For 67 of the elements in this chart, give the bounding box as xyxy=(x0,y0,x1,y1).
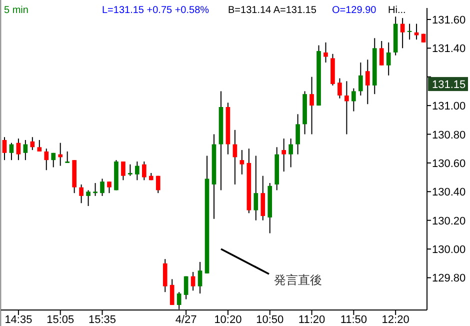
candlestick xyxy=(352,88,356,112)
candlestick xyxy=(37,139,42,152)
annotation: O=129.90 xyxy=(332,5,377,16)
x-tick-label: 10:20 xyxy=(214,314,242,326)
candlestick xyxy=(344,80,349,135)
candlestick xyxy=(282,138,286,172)
y-tick-label: 129.80 xyxy=(432,272,466,285)
x-tick-label: 11:50 xyxy=(340,314,368,326)
x-tick-label: 14:35 xyxy=(4,314,32,326)
candlestick xyxy=(414,23,419,40)
candlestick xyxy=(156,175,160,194)
annotation: 発言直後 xyxy=(274,273,322,287)
candlestick xyxy=(324,42,328,64)
annotation: 131.15 xyxy=(432,79,466,92)
candlestick xyxy=(162,258,168,293)
y-tick-label: 131.00 xyxy=(432,100,466,113)
chart-title: 5 min xyxy=(4,5,28,16)
candlestick xyxy=(58,142,63,166)
candlestick xyxy=(100,178,104,196)
candlestick xyxy=(135,161,140,181)
candlestick xyxy=(86,190,90,206)
candlestick xyxy=(260,175,266,221)
y-tick-label: 130.40 xyxy=(432,186,466,199)
candlestick xyxy=(107,181,112,194)
y-tick-label: 130.00 xyxy=(432,244,466,256)
candlestick xyxy=(338,78,342,99)
candlestick xyxy=(23,139,28,161)
candlestick xyxy=(288,138,293,168)
x-tick-label: 11:20 xyxy=(298,314,326,326)
candlestick xyxy=(400,18,405,49)
y-tick-label: 130.20 xyxy=(432,215,466,228)
candlestick xyxy=(65,150,70,164)
candlestick xyxy=(51,152,56,168)
candlestick xyxy=(2,136,7,161)
candlestick xyxy=(386,42,391,76)
candlestick xyxy=(379,40,384,66)
y-tick-label: 130.80 xyxy=(432,129,466,142)
x-tick-label: 15:05 xyxy=(46,314,74,326)
candlestick xyxy=(407,23,412,40)
candlestick xyxy=(44,148,49,171)
candlestick xyxy=(170,278,174,306)
candlestick xyxy=(310,76,314,135)
annotation: Hi... xyxy=(388,5,406,16)
candlestick xyxy=(16,138,21,161)
candlestick xyxy=(128,164,132,176)
candlestick xyxy=(296,114,300,155)
x-tick-label: 15:35 xyxy=(88,314,116,326)
candlestick xyxy=(198,261,202,294)
candlestick xyxy=(190,271,196,292)
candlestick xyxy=(358,62,363,96)
x-tick-label: 10:50 xyxy=(256,314,284,326)
candlestick xyxy=(121,161,126,181)
candlestick xyxy=(365,59,370,105)
candlestick xyxy=(254,155,258,221)
candlestick xyxy=(240,150,244,175)
candlestick xyxy=(79,184,84,204)
y-tick-label: 131.40 xyxy=(432,43,466,56)
annotation: B=131.14 A=131.15 xyxy=(228,5,317,16)
y-tick-label: 131.60 xyxy=(432,14,466,26)
candlestick xyxy=(142,161,146,181)
annotation: L=131.15 +0.75 +0.58% xyxy=(102,5,210,16)
x-tick-label: 4/27 xyxy=(175,314,197,326)
x-tick-label: 12:20 xyxy=(382,314,410,326)
y-tick-label: 130.60 xyxy=(432,158,466,170)
candlestick xyxy=(93,182,98,196)
candlestick xyxy=(9,142,14,161)
candlestick xyxy=(184,276,188,300)
